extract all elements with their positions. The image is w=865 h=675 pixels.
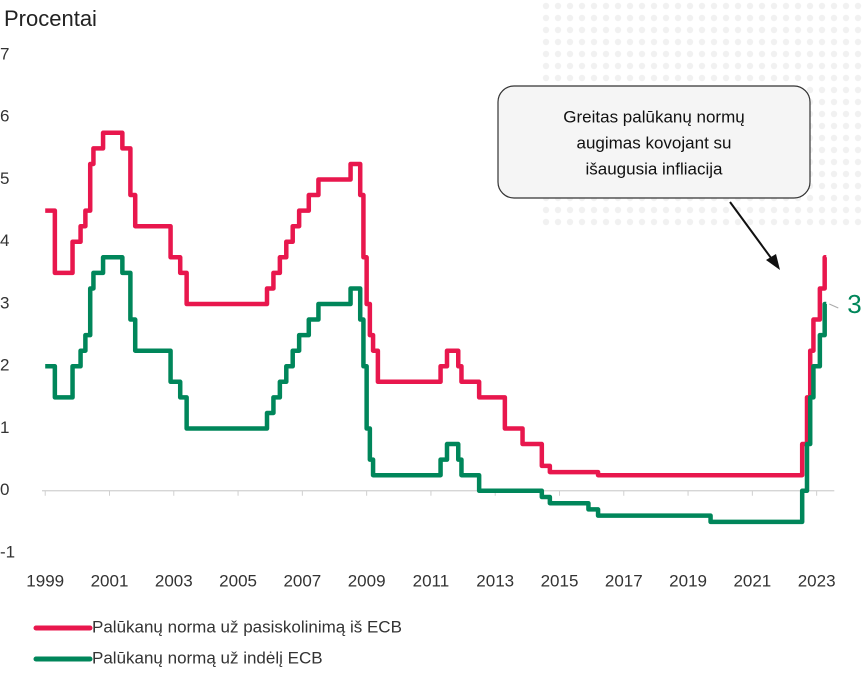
y-tick-label: 1 <box>0 418 9 437</box>
y-tick-label: -1 <box>0 542 15 561</box>
series-line <box>45 130 827 478</box>
x-tick-label: 2015 <box>541 571 579 590</box>
x-tick-label: 2009 <box>348 571 386 590</box>
end-label-leader <box>829 303 839 309</box>
y-tick-label: 3 <box>0 293 9 312</box>
callout-box <box>497 85 811 199</box>
callout-arrow <box>729 201 775 263</box>
callout-arrowhead <box>766 254 780 270</box>
callout-text: augimas kovojant su <box>577 133 732 152</box>
x-tick-label: 2011 <box>413 571 450 590</box>
y-tick-label: 5 <box>0 169 9 188</box>
x-tick-label: 2007 <box>283 571 321 590</box>
x-tick-label: 2013 <box>476 571 514 590</box>
x-tick-label: 2003 <box>155 571 193 590</box>
series-line <box>45 255 827 525</box>
end-label: 3 <box>847 289 861 319</box>
y-tick-label: 0 <box>0 480 9 499</box>
x-tick-label: 2001 <box>91 571 129 590</box>
y-tick-label: 2 <box>0 356 9 375</box>
x-tick-label: 2021 <box>733 571 771 590</box>
legend-label: Palūkanų normą už indėlį ECB <box>92 648 323 667</box>
x-tick-label: 2005 <box>219 571 257 590</box>
x-tick-label: 2017 <box>605 571 643 590</box>
y-tick-label: 7 <box>0 44 9 63</box>
callout: Greitas palūkanų normų augimas kovojant … <box>497 85 811 270</box>
callout-text: Greitas palūkanų normų <box>563 107 744 126</box>
x-tick-label: 2023 <box>798 571 836 590</box>
legend-label: Palūkanų norma už pasiskolinimą iš ECB <box>92 617 402 636</box>
chart-title: Procentai <box>4 6 97 31</box>
y-tick-label: 6 <box>0 107 9 126</box>
x-tick-label: 1999 <box>26 571 64 590</box>
y-tick-label: 4 <box>0 231 9 250</box>
callout-text: išaugusia infliacija <box>585 159 723 178</box>
x-tick-label: 2019 <box>669 571 707 590</box>
